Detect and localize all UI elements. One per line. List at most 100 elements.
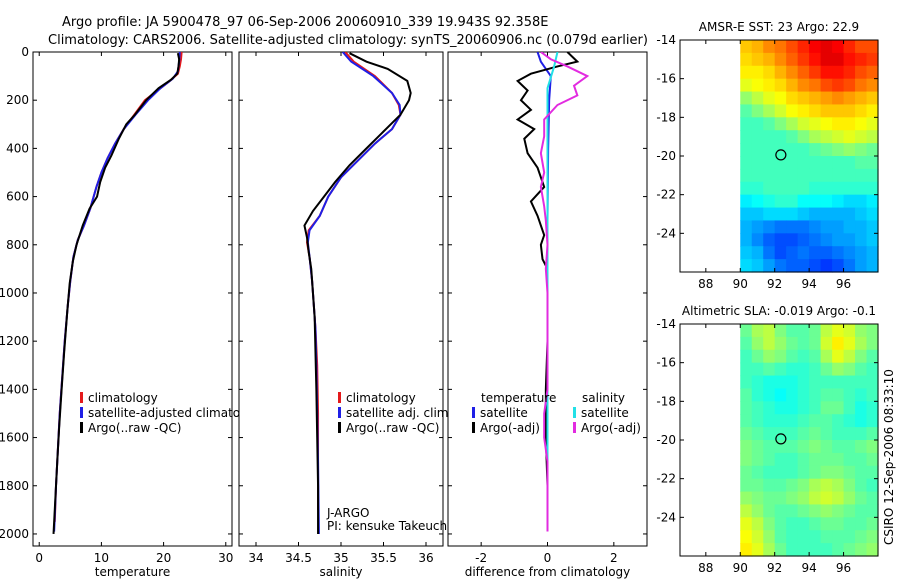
heatmap-cell [820,156,833,170]
heatmap-cell [866,375,879,390]
heatmap-cell [866,543,879,557]
heatmap-cell [740,478,753,493]
heatmap-cell [751,143,764,157]
heatmap-cell [740,440,753,454]
heatmap-cell [843,259,856,273]
heatmap-cell [809,427,822,441]
heatmap-cell [809,52,822,67]
heatmap-cell [820,168,833,183]
heatmap-cell [786,465,799,480]
heatmap-cell [751,65,764,80]
heatmap-cell [855,375,868,390]
heatmap-cell [843,65,856,80]
heatmap-cell [843,91,856,106]
x-tick-label: 34.5 [285,551,312,565]
heatmap-cell [763,491,776,506]
heatmap-cell [751,233,764,247]
heatmap-cell [797,65,810,80]
heatmap-cell [843,78,856,93]
heatmap-cell [786,543,799,557]
heatmap-cell [740,530,753,544]
heatmap-cell [809,349,822,364]
heatmap-cell [855,104,868,118]
heatmap-cell [866,181,879,196]
temperature-x-axis-label: temperature [95,565,170,579]
heatmap-cell [866,156,879,170]
heatmap-cell [763,259,776,273]
heatmap-cell [809,465,822,480]
heatmap-cell [740,156,753,170]
heatmap-cell [740,91,753,106]
heatmap-cell [797,91,810,106]
heatmap-cell [809,388,822,402]
heatmap-cell [855,194,868,209]
y-tick-label: -16 [656,72,676,86]
heatmap-cell [751,504,764,518]
heatmap-cell [820,130,833,144]
heatmap-cell [786,388,799,402]
heatmap-cell [843,117,856,131]
legend-label: Argo(..raw -QC) [88,421,181,435]
heatmap-cell [751,414,764,428]
heatmap-cell [751,349,764,364]
heatmap-cell [866,530,879,544]
heatmap-cell [786,194,799,209]
heatmap-cell [763,52,776,67]
heatmap-cell [797,504,810,518]
heatmap-cell [843,427,856,441]
heatmap-cell [866,194,879,209]
heatmap-cell [740,194,753,209]
heatmap-cell [751,104,764,118]
heatmap-cell [774,233,787,247]
heatmap-cell [855,349,868,364]
heatmap-cell [740,388,753,402]
argo-float-marker [775,149,787,161]
heatmap-cell [832,530,845,544]
heatmap-cell [774,117,787,131]
heatmap-cell [809,91,822,106]
heatmap-cell [763,168,776,183]
heatmap-cell [751,530,764,544]
heatmap-cell [740,427,753,441]
y-tick-label: 1200 [0,334,29,348]
legend-swatch [472,422,475,433]
heatmap-cell [866,130,879,144]
heatmap-cell [763,440,776,454]
heatmap-cell [866,452,879,467]
heatmap-cell [855,388,868,402]
heatmap-cell [832,465,845,480]
heatmap-cell [774,530,787,544]
heatmap-cell [866,504,879,518]
heatmap-cell [855,168,868,183]
heatmap-cell [786,452,799,467]
heatmap-cell [843,452,856,467]
heatmap-cell [832,324,845,338]
heatmap-cell [820,543,833,557]
heatmap-cell [797,143,810,157]
heatmap-cell [866,491,879,506]
heatmap-cell [751,440,764,454]
heatmap-cell [774,78,787,93]
legend-label: climatology [88,391,158,405]
heatmap-cell [820,414,833,428]
heatmap-cell [774,52,787,67]
heatmap-cell [832,491,845,506]
heatmap-cell [797,362,810,377]
heatmap-cell [740,207,753,222]
heatmap-cell [774,478,787,493]
heatmap-cell [786,117,799,131]
heatmap-cell [866,465,879,480]
heatmap-cell [797,517,810,531]
heatmap-cell [763,388,776,402]
heatmap-cell [740,491,753,506]
heatmap-cell [855,504,868,518]
heatmap-cell [797,530,810,544]
heatmap-cell [809,543,822,557]
heatmap-cell [855,440,868,454]
heatmap-cell [866,78,879,93]
heatmap-cell [866,220,879,234]
heatmap-cell [809,259,822,273]
y-tick-label: -16 [656,356,676,370]
heatmap-cell [763,517,776,531]
heatmap-cell [832,207,845,222]
